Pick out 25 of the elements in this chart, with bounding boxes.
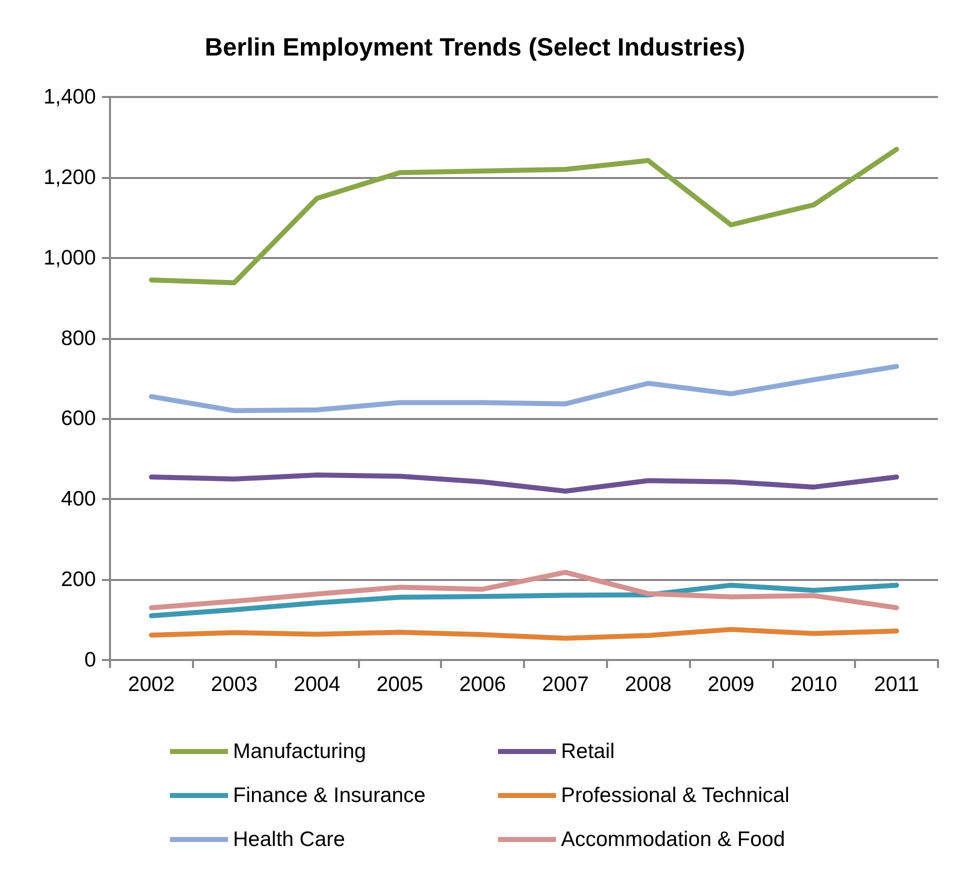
x-tick-label: 2004: [294, 673, 341, 696]
y-tick-label: 200: [60, 568, 96, 592]
x-tick-label: 2007: [542, 673, 589, 696]
y-tick-label: 1,000: [43, 246, 96, 270]
x-tick-label: 2010: [790, 673, 838, 696]
x-tick-label: 2008: [624, 673, 672, 696]
y-tick-label: 800: [60, 326, 96, 350]
chart-title: Berlin Employment Trends (Select Industries): [204, 34, 746, 62]
x-tick-label: 2009: [708, 673, 754, 696]
y-tick-label: 400: [60, 488, 96, 511]
x-tick-label: 2002: [128, 673, 175, 696]
y-tick-label: 1,400: [43, 86, 96, 108]
y-tick-label: 600: [60, 407, 96, 430]
legend-label: Manufacturing: [233, 740, 366, 763]
legend-label: Health Care: [233, 828, 346, 851]
legend-label: Professional & Technical: [561, 784, 790, 807]
legend-label: Retail: [561, 740, 615, 763]
legend-label: Finance & Insurance: [233, 784, 426, 807]
x-tick-label: 2011: [874, 673, 920, 696]
x-tick-label: 2005: [376, 673, 424, 696]
x-tick-label: 2006: [459, 673, 506, 696]
y-tick-label: 1,200: [43, 166, 96, 189]
y-tick-label: 0: [84, 648, 96, 672]
legend-label: Accommodation & Food: [561, 828, 786, 851]
x-tick-label: 2003: [210, 673, 258, 696]
